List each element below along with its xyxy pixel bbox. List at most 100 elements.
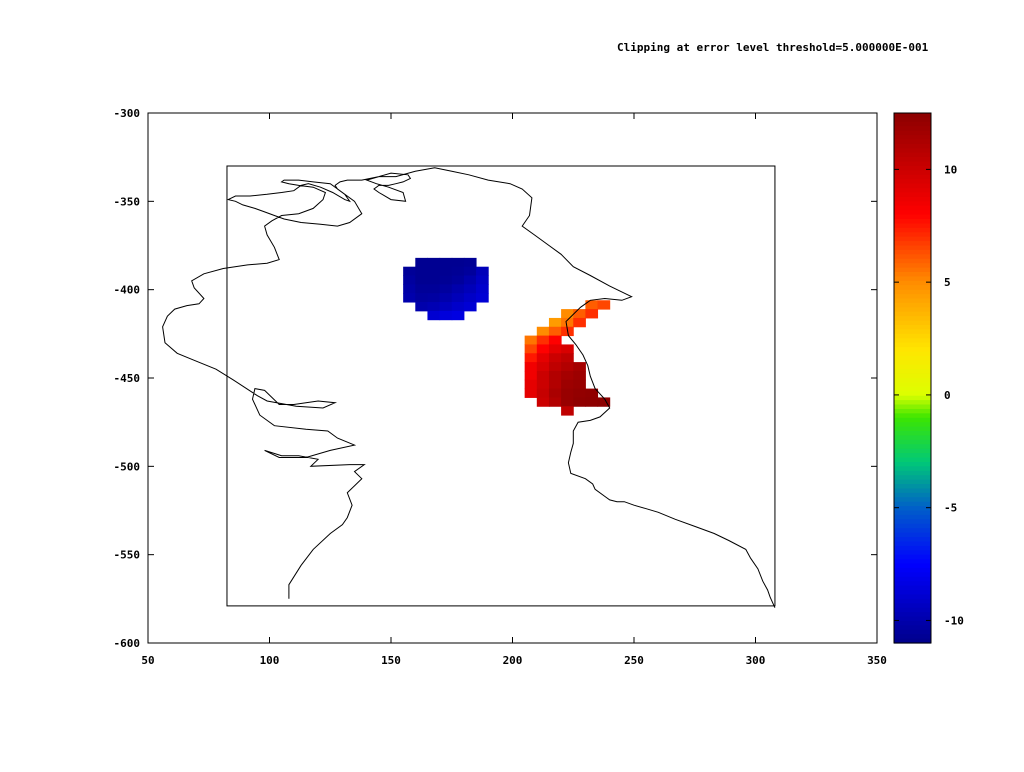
heatmap-cell-red <box>573 317 586 328</box>
x-tick-label: 350 <box>867 654 887 667</box>
heatmap-cell-blue <box>415 293 428 303</box>
heatmap-cell-blue <box>415 266 428 277</box>
colorbar-band <box>894 590 931 596</box>
colorbar-band <box>894 382 931 388</box>
colorbar-band <box>894 369 931 375</box>
heatmap-cell-blue <box>403 293 416 303</box>
heatmap-cell-red <box>548 379 562 390</box>
heatmap-cell-blue <box>476 266 489 277</box>
y-tick-label: -400 <box>114 284 141 297</box>
colorbar-band <box>894 616 931 622</box>
colorbar-band <box>894 152 931 158</box>
heatmap-cell-blue <box>439 257 453 268</box>
colorbar-band <box>894 285 931 291</box>
heatmap-cell-blue <box>451 275 465 285</box>
colorbar-band <box>894 386 931 392</box>
heatmap-cell-red <box>548 353 562 363</box>
colorbar-band <box>894 254 931 260</box>
colorbar-band <box>894 263 931 269</box>
heatmap-cell-red <box>536 370 550 381</box>
colorbar-band <box>894 245 931 251</box>
colorbar-band <box>894 501 931 507</box>
heatmap-cell-red <box>548 335 562 345</box>
heatmap-cell-red <box>536 397 550 407</box>
colorbar-band <box>894 333 931 339</box>
heatmap-cell-blue <box>415 302 428 312</box>
heatmap-cell-blue <box>439 284 453 294</box>
heatmap-cell-red <box>561 362 574 372</box>
colorbar-band <box>894 302 931 308</box>
heatmap-cell-blue <box>427 293 441 303</box>
y-tick-label: -300 <box>114 107 141 120</box>
colorbar-tick-label: 10 <box>944 163 957 176</box>
colorbar-band <box>894 157 931 163</box>
domain-frame <box>226 165 776 607</box>
heatmap-cell-blue <box>427 284 441 294</box>
colorbar-band <box>894 192 931 198</box>
heatmap-cell-red <box>573 397 586 407</box>
colorbar-band <box>894 417 931 423</box>
heatmap-cell-red <box>536 344 550 354</box>
x-tick-label: 300 <box>746 654 766 667</box>
colorbar-band <box>894 528 931 534</box>
colorbar-band <box>894 470 931 476</box>
heatmap-cell-blue <box>415 275 428 285</box>
heatmap-cell-blue <box>427 275 441 285</box>
colorbar-band <box>894 294 931 300</box>
colorbar-band <box>894 612 931 618</box>
colorbar-band <box>894 523 931 529</box>
heatmap-cell-blue <box>463 302 477 312</box>
colorbar-band <box>894 232 931 238</box>
heatmap-cell-blue <box>439 275 453 285</box>
colorbar-tick-label: -5 <box>944 502 957 515</box>
colorbar-tick-label: 0 <box>944 389 951 402</box>
colorbar-band <box>894 479 931 485</box>
colorbar-band <box>894 439 931 445</box>
colorbar-band <box>894 514 931 520</box>
colorbar-band <box>894 205 931 211</box>
heatmap-cell-blue <box>451 284 465 294</box>
colorbar-band <box>894 607 931 613</box>
colorbar-band <box>894 461 931 467</box>
heatmap-cell-blue <box>403 284 416 294</box>
colorbar-band <box>894 422 931 428</box>
colorbar-band <box>894 541 931 547</box>
x-tick-label: 50 <box>141 654 154 667</box>
colorbar-band <box>894 391 931 397</box>
heatmap-cell-blue <box>463 293 477 303</box>
colorbar-band <box>894 201 931 207</box>
colorbar-band <box>894 537 931 543</box>
heatmap-cell-red <box>536 353 550 363</box>
heatmap-cell-red <box>561 388 574 398</box>
heatmap-cell-blue <box>427 310 441 321</box>
x-tick-label: 200 <box>503 654 523 667</box>
heatmap-cell-blue <box>439 293 453 303</box>
colorbar-band <box>894 126 931 132</box>
heatmap-cell-blue <box>463 275 477 285</box>
colorbar-band <box>894 130 931 136</box>
x-tick-label: 150 <box>381 654 401 667</box>
heatmap-cell-blue <box>439 302 453 312</box>
colorbar-band <box>894 545 931 551</box>
colorbar-band <box>894 563 931 569</box>
y-tick-label: -350 <box>114 195 141 208</box>
colorbar-band <box>894 581 931 587</box>
heatmap-cell-red <box>597 300 611 310</box>
colorbar-band <box>894 298 931 304</box>
heatmap-cell-red <box>585 388 599 398</box>
colorbar-band <box>894 634 931 640</box>
colorbar-band <box>894 532 931 538</box>
colorbar-band <box>894 219 931 225</box>
heatmap-cell-red <box>548 362 562 372</box>
colorbar-band <box>894 338 931 344</box>
colorbar-band <box>894 241 931 247</box>
colorbar-band <box>894 444 931 450</box>
colorbar-band <box>894 249 931 255</box>
heatmap-cell-blue <box>439 266 453 277</box>
colorbar-band <box>894 585 931 591</box>
heatmap-cell-red <box>561 397 574 407</box>
colorbar-band <box>894 276 931 282</box>
colorbar-band <box>894 117 931 123</box>
colorbar-band <box>894 629 931 635</box>
heatmap-cell-blue <box>476 275 489 285</box>
